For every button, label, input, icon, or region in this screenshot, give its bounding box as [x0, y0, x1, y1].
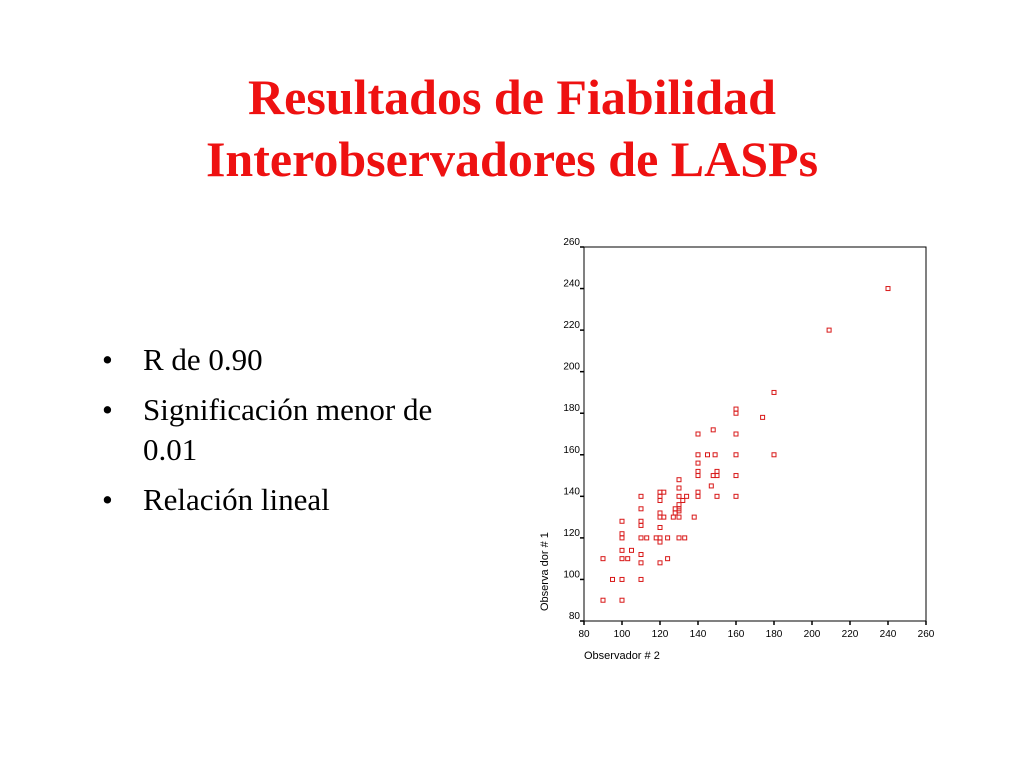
- data-point: [657, 560, 663, 566]
- data-point: [657, 525, 663, 530]
- data-point: [657, 539, 663, 545]
- data-point: [638, 535, 644, 541]
- data-point: [638, 493, 644, 499]
- data-point: [619, 518, 625, 524]
- data-point: [619, 531, 625, 537]
- data-point: [657, 510, 663, 516]
- y-tick-label: 240: [563, 279, 580, 290]
- bullet-item: Significación menor de 0.01: [100, 390, 483, 470]
- y-tick-label: 120: [563, 528, 580, 539]
- data-point: [619, 556, 625, 562]
- x-tick-label: 260: [918, 629, 935, 640]
- data-point: [638, 576, 644, 582]
- data-point: [695, 473, 701, 479]
- data-point: [676, 535, 682, 541]
- data-point: [710, 427, 716, 433]
- data-point: [629, 547, 634, 553]
- data-point: [733, 473, 739, 479]
- y-tick-label: 100: [563, 569, 580, 580]
- data-point: [638, 506, 644, 512]
- data-point: [638, 522, 644, 528]
- data-point: [619, 547, 625, 553]
- data-point: [644, 535, 650, 541]
- y-tick-label: 220: [563, 320, 580, 331]
- data-point: [600, 556, 606, 562]
- data-point: [695, 452, 701, 458]
- data-point: [771, 452, 777, 458]
- data-point: [638, 552, 644, 558]
- x-tick-label: 220: [842, 629, 859, 640]
- bullet-list: R de 0.90 Significación menor de 0.01 Re…: [100, 340, 500, 530]
- y-tick-label: 180: [563, 403, 580, 414]
- x-tick-label: 120: [652, 629, 669, 640]
- data-point: [733, 493, 739, 499]
- plot-frame: [583, 246, 927, 622]
- data-point: [676, 493, 682, 499]
- data-point: [619, 597, 625, 603]
- data-point: [826, 327, 832, 333]
- y-tick-label: 200: [563, 362, 580, 373]
- data-point: [705, 452, 710, 458]
- data-point: [657, 497, 663, 503]
- bullet-item: Relación lineal: [100, 480, 500, 520]
- data-point: [712, 452, 718, 458]
- x-tick-label: 100: [614, 629, 631, 640]
- data-point: [733, 452, 739, 458]
- data-point: [676, 502, 682, 508]
- data-point: [657, 493, 663, 499]
- data-point: [684, 493, 690, 499]
- data-point: [760, 414, 766, 420]
- data-point: [733, 410, 739, 416]
- slide-title-line-2: Interobservadores de LASPs: [205, 131, 819, 187]
- y-axis-title: Observa dor # 1: [539, 532, 551, 611]
- data-point: [695, 431, 701, 437]
- data-point: [625, 556, 631, 562]
- data-point: [691, 514, 697, 520]
- y-tick-label: 140: [563, 486, 580, 497]
- data-point: [665, 556, 671, 562]
- data-point: [665, 535, 671, 541]
- data-point: [670, 514, 676, 520]
- scatter-chart: 80 100 120 140 160 180 200 220 240 260 80 100 120 140…: [539, 237, 935, 662]
- x-tick-label: 140: [690, 629, 707, 640]
- data-point: [695, 468, 701, 474]
- data-point: [676, 514, 682, 520]
- data-point: [885, 286, 891, 292]
- data-point: [661, 489, 667, 495]
- x-axis-title: Observador # 2: [584, 650, 660, 662]
- data-point: [610, 576, 615, 582]
- data-point: [619, 576, 625, 582]
- data-point: [771, 389, 777, 395]
- x-tick-label: 200: [804, 629, 821, 640]
- data-point: [733, 431, 739, 437]
- x-tick-label: 80: [578, 629, 590, 640]
- x-tick-label: 240: [880, 629, 897, 640]
- data-point: [695, 489, 701, 495]
- slide-title: Resultados de Fiabilidad Interobservador…: [0, 66, 1024, 190]
- data-point: [680, 497, 686, 503]
- data-point: [638, 518, 644, 524]
- data-point: [600, 597, 606, 603]
- data-point: [714, 493, 720, 499]
- data-point: [657, 535, 663, 541]
- bullet-item: R de 0.90: [100, 340, 500, 380]
- data-point: [695, 460, 701, 466]
- data-point: [714, 468, 720, 474]
- data-point: [638, 560, 644, 566]
- y-tick-label: 160: [563, 445, 580, 456]
- y-tick-label: 260: [563, 237, 580, 248]
- data-point: [733, 406, 739, 412]
- y-tick-label: 80: [569, 611, 581, 622]
- data-point: [682, 535, 688, 541]
- data-point: [708, 483, 714, 489]
- x-tick-label: 180: [766, 629, 783, 640]
- data-point: [661, 514, 667, 520]
- data-point: [676, 485, 682, 491]
- data-point: [619, 535, 625, 541]
- data-point: [676, 477, 682, 483]
- x-tick-label: 160: [728, 629, 745, 640]
- slide-title-line-1: Resultados de Fiabilidad: [248, 69, 776, 125]
- data-point: [695, 493, 701, 499]
